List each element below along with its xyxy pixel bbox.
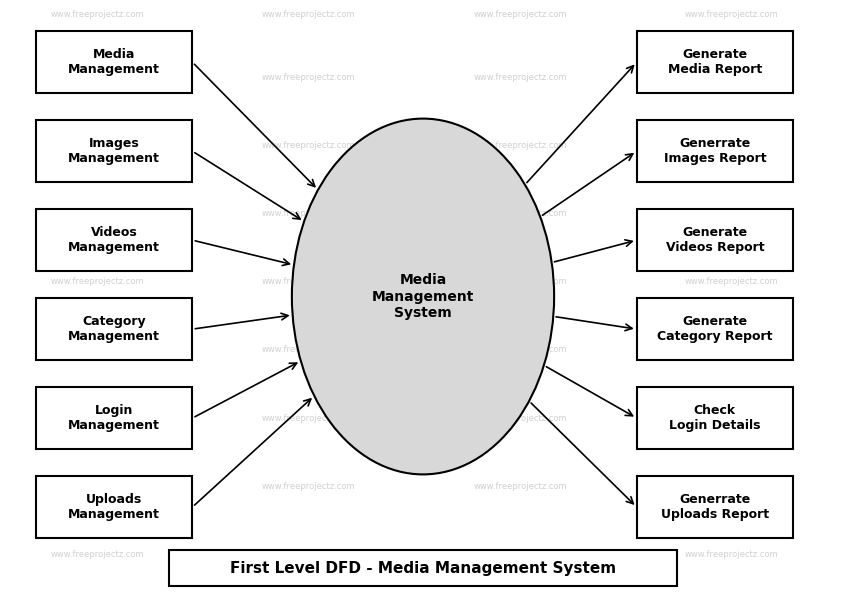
FancyBboxPatch shape — [636, 209, 793, 272]
FancyBboxPatch shape — [36, 387, 192, 449]
Ellipse shape — [292, 119, 554, 474]
Text: www.freeprojectz.com: www.freeprojectz.com — [685, 550, 778, 559]
Text: www.freeprojectz.com: www.freeprojectz.com — [685, 277, 778, 286]
FancyBboxPatch shape — [636, 298, 793, 361]
FancyBboxPatch shape — [36, 120, 192, 183]
Text: www.freeprojectz.com: www.freeprojectz.com — [685, 141, 778, 150]
Text: www.freeprojectz.com: www.freeprojectz.com — [51, 345, 144, 355]
Text: Generate
Category Report: Generate Category Report — [657, 315, 772, 343]
Text: Videos
Management: Videos Management — [69, 226, 160, 254]
FancyBboxPatch shape — [636, 476, 793, 538]
Text: Generate
Media Report: Generate Media Report — [667, 48, 762, 76]
Text: Media
Management: Media Management — [69, 48, 160, 76]
Text: www.freeprojectz.com: www.freeprojectz.com — [474, 209, 567, 218]
FancyBboxPatch shape — [636, 387, 793, 449]
Text: Images
Management: Images Management — [69, 137, 160, 165]
Text: www.freeprojectz.com: www.freeprojectz.com — [51, 141, 144, 150]
Text: www.freeprojectz.com: www.freeprojectz.com — [262, 141, 355, 150]
Text: www.freeprojectz.com: www.freeprojectz.com — [51, 550, 144, 559]
Text: www.freeprojectz.com: www.freeprojectz.com — [685, 345, 778, 355]
Text: www.freeprojectz.com: www.freeprojectz.com — [51, 413, 144, 423]
Text: www.freeprojectz.com: www.freeprojectz.com — [51, 209, 144, 218]
Text: www.freeprojectz.com: www.freeprojectz.com — [474, 550, 567, 559]
FancyBboxPatch shape — [36, 31, 192, 93]
Text: www.freeprojectz.com: www.freeprojectz.com — [685, 10, 778, 20]
Text: www.freeprojectz.com: www.freeprojectz.com — [474, 413, 567, 423]
Text: www.freeprojectz.com: www.freeprojectz.com — [262, 72, 355, 82]
Text: www.freeprojectz.com: www.freeprojectz.com — [262, 482, 355, 491]
Text: Login
Management: Login Management — [69, 404, 160, 432]
Text: www.freeprojectz.com: www.freeprojectz.com — [262, 550, 355, 559]
Text: www.freeprojectz.com: www.freeprojectz.com — [474, 482, 567, 491]
FancyBboxPatch shape — [36, 298, 192, 361]
Text: Uploads
Management: Uploads Management — [69, 493, 160, 521]
Text: First Level DFD - Media Management System: First Level DFD - Media Management Syste… — [230, 560, 616, 576]
FancyBboxPatch shape — [36, 476, 192, 538]
Text: www.freeprojectz.com: www.freeprojectz.com — [262, 277, 355, 286]
Text: Check
Login Details: Check Login Details — [669, 404, 761, 432]
Text: Generrate
Images Report: Generrate Images Report — [663, 137, 766, 165]
Text: www.freeprojectz.com: www.freeprojectz.com — [474, 277, 567, 286]
Text: www.freeprojectz.com: www.freeprojectz.com — [262, 209, 355, 218]
Text: www.freeprojectz.com: www.freeprojectz.com — [685, 209, 778, 218]
Text: Category
Management: Category Management — [69, 315, 160, 343]
Text: www.freeprojectz.com: www.freeprojectz.com — [262, 10, 355, 20]
Text: www.freeprojectz.com: www.freeprojectz.com — [474, 141, 567, 150]
FancyBboxPatch shape — [636, 31, 793, 93]
Text: www.freeprojectz.com: www.freeprojectz.com — [474, 72, 567, 82]
Text: www.freeprojectz.com: www.freeprojectz.com — [685, 482, 778, 491]
Text: www.freeprojectz.com: www.freeprojectz.com — [262, 413, 355, 423]
Text: www.freeprojectz.com: www.freeprojectz.com — [51, 72, 144, 82]
Text: www.freeprojectz.com: www.freeprojectz.com — [51, 277, 144, 286]
FancyBboxPatch shape — [169, 550, 677, 586]
Text: www.freeprojectz.com: www.freeprojectz.com — [51, 10, 144, 20]
Text: www.freeprojectz.com: www.freeprojectz.com — [685, 413, 778, 423]
Text: www.freeprojectz.com: www.freeprojectz.com — [474, 345, 567, 355]
FancyBboxPatch shape — [36, 209, 192, 272]
Text: Media
Management
System: Media Management System — [371, 273, 475, 320]
Text: www.freeprojectz.com: www.freeprojectz.com — [685, 72, 778, 82]
Text: Generrate
Uploads Report: Generrate Uploads Report — [661, 493, 769, 521]
Text: Generate
Videos Report: Generate Videos Report — [666, 226, 764, 254]
Text: www.freeprojectz.com: www.freeprojectz.com — [474, 10, 567, 20]
Text: www.freeprojectz.com: www.freeprojectz.com — [51, 482, 144, 491]
Text: www.freeprojectz.com: www.freeprojectz.com — [262, 345, 355, 355]
FancyBboxPatch shape — [636, 120, 793, 183]
